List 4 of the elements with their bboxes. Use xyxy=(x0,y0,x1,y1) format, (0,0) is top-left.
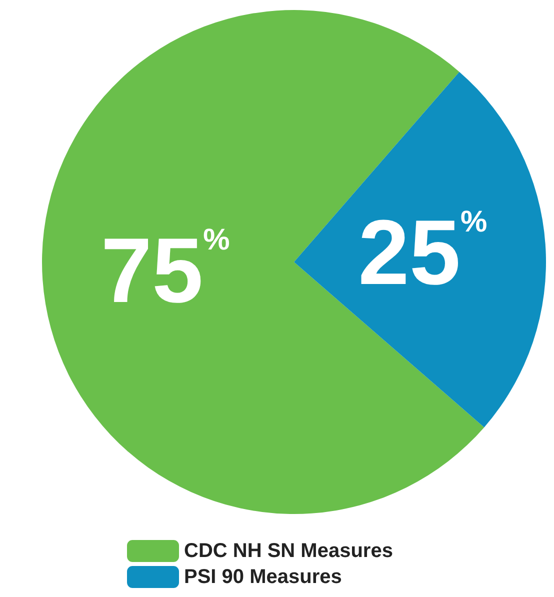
legend-label: CDC NH SN Measures xyxy=(184,540,393,562)
data-label: 75% xyxy=(100,220,230,322)
legend-label: PSI 90 Measures xyxy=(184,566,342,588)
data-label: 25% xyxy=(358,202,488,304)
